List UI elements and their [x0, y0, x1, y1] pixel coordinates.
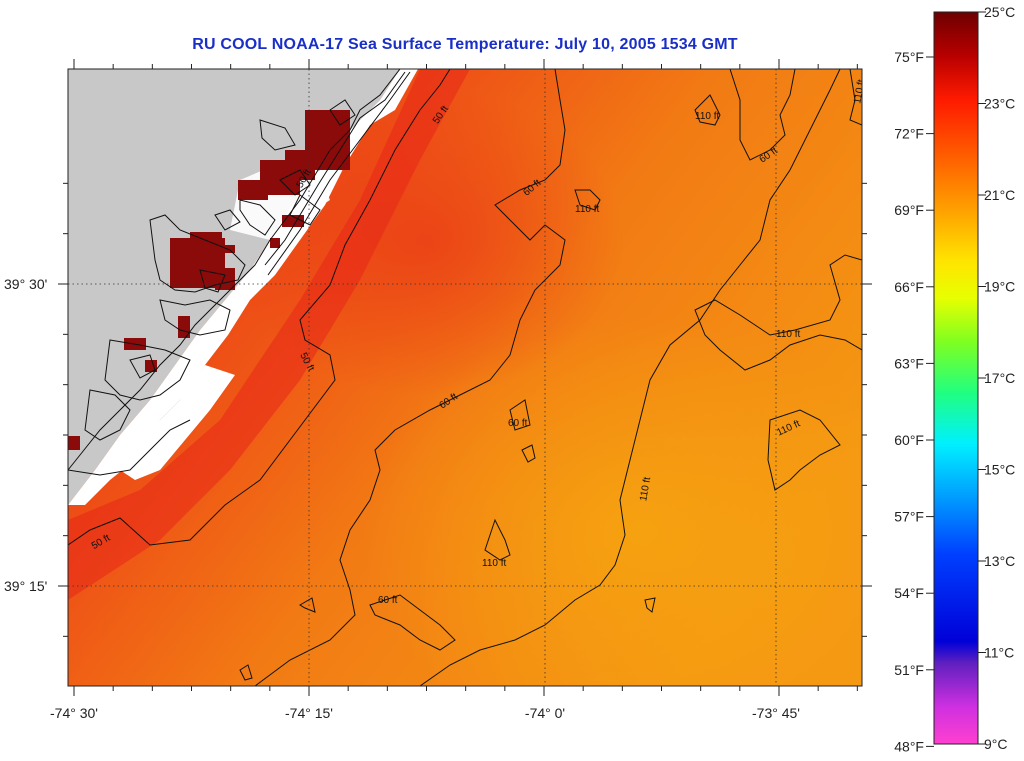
- map-frame: [67, 68, 863, 687]
- bathymetry-contours: [68, 69, 862, 686]
- colorbar-fahrenheit-label: 63°F: [894, 355, 924, 371]
- axis-ticks: [58, 59, 872, 696]
- contour-label-110: 110 ft: [482, 558, 506, 569]
- lat-label: 39° 30': [4, 276, 47, 292]
- colorbar-celsius-label: 21°C: [984, 187, 1015, 203]
- colorbar-fahrenheit-label: 60°F: [894, 432, 924, 448]
- contour-label-110: 110 ft: [695, 111, 719, 122]
- lon-label: -74° 30': [50, 705, 98, 721]
- colorbar-celsius-label: 17°C: [984, 370, 1015, 386]
- colorbar-fahrenheit-label: 75°F: [894, 49, 924, 65]
- colorbar-ticks: [926, 11, 986, 747]
- map-title: RU COOL NOAA-17 Sea Surface Temperature:…: [192, 36, 738, 53]
- colorbar-celsius-labels: 25°C 23°C 21°C 19°C 17°C 15°C 13°C 11°C 9°C: [984, 4, 1015, 752]
- colorbar-fahrenheit-label: 51°F: [894, 662, 924, 678]
- lon-label: -73° 45': [752, 705, 800, 721]
- colorbar-fahrenheit-label: 66°F: [894, 279, 924, 295]
- lon-label: -74° 0': [525, 705, 565, 721]
- colorbar-fahrenheit-label: 54°F: [894, 585, 924, 601]
- lon-label: -74° 15': [285, 705, 333, 721]
- colorbar-celsius-label: 9°C: [984, 736, 1008, 752]
- colorbar-celsius-label: 25°C: [984, 4, 1015, 20]
- contour-label-110: 110 ft: [852, 79, 867, 105]
- contour-label-110: 110 ft: [776, 329, 800, 340]
- colorbar-fahrenheit-label: 72°F: [894, 126, 924, 142]
- colorbar-fahrenheit-labels: 75°F 72°F 69°F 66°F 63°F 60°F 57°F 54°F 51°F 48°F: [894, 49, 924, 754]
- latitude-labels: 39° 30' 39° 15': [4, 276, 47, 594]
- colorbar-celsius-label: 11°C: [984, 645, 1014, 661]
- colorbar: [933, 11, 979, 745]
- lat-label: 39° 15': [4, 578, 47, 594]
- contour-label-60: 60 ft: [378, 595, 398, 606]
- colorbar-fahrenheit-label: 69°F: [894, 202, 924, 218]
- colorbar-celsius-label: 15°C: [984, 462, 1015, 478]
- colorbar-celsius-label: 19°C: [984, 279, 1015, 295]
- contour-label-60: 60 ft: [508, 418, 528, 429]
- colorbar-celsius-label: 13°C: [984, 553, 1015, 569]
- colorbar-celsius-label: 23°C: [984, 96, 1015, 112]
- coastline: [68, 69, 411, 476]
- colorbar-fahrenheit-label: 57°F: [894, 509, 924, 525]
- colorbar-fahrenheit-label: 48°F: [894, 738, 924, 754]
- contour-label-110: 110 ft: [638, 476, 653, 502]
- hot-pixels: [68, 110, 350, 450]
- contour-label-110: 110 ft: [575, 204, 599, 215]
- graticule: [68, 69, 862, 686]
- longitude-labels: -74° 30' -74° 15' -74° 0' -73° 45': [50, 705, 800, 721]
